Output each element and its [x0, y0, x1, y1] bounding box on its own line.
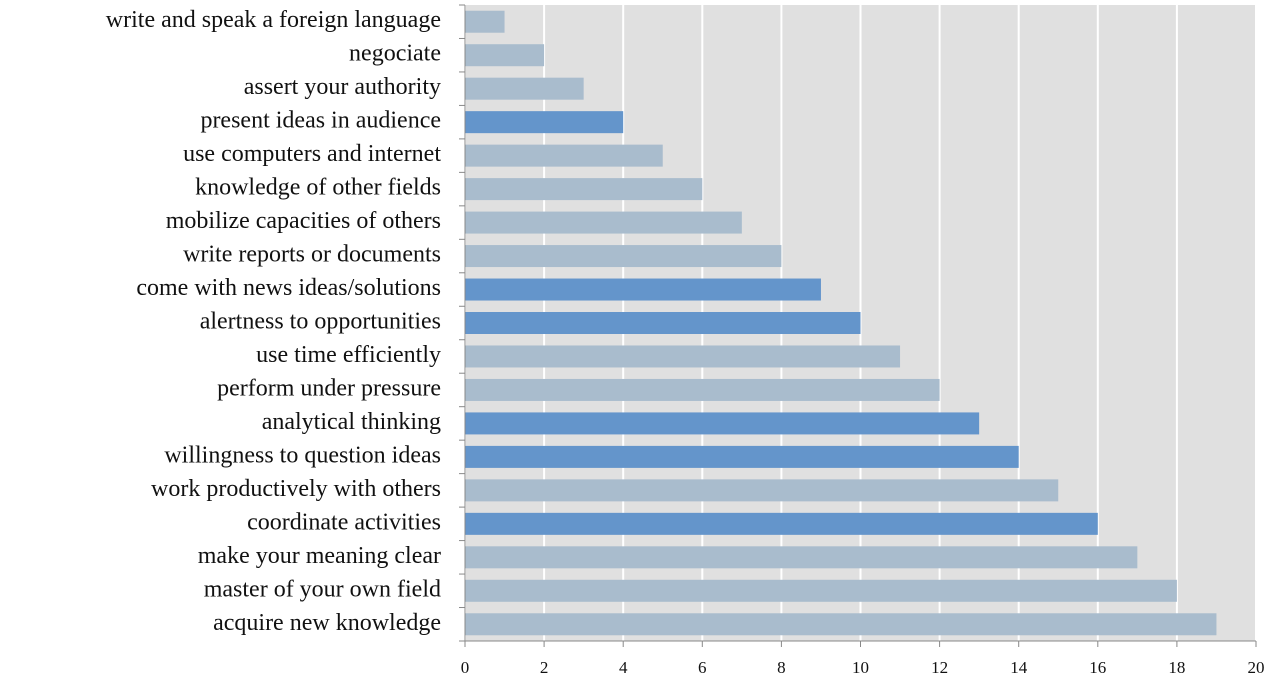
bar [465, 479, 1059, 502]
bar [465, 512, 1098, 535]
y-tick-label: assert your authority [244, 74, 441, 100]
bar [465, 546, 1138, 569]
y-tick-label: negociate [349, 41, 441, 67]
bar [465, 10, 505, 33]
bar [465, 211, 742, 234]
y-tick-label: use time efficiently [256, 342, 441, 368]
x-tick-label: 18 [1168, 658, 1185, 677]
x-tick-label: 20 [1248, 658, 1265, 677]
bar [465, 579, 1177, 602]
bar [465, 412, 980, 435]
bar [465, 77, 584, 100]
x-tick-label: 4 [619, 658, 628, 677]
y-tick-label: make your meaning clear [198, 543, 441, 569]
y-tick-label: work productively with others [151, 476, 441, 502]
bar [465, 144, 663, 167]
bar [465, 378, 940, 401]
y-tick-label: willingness to question ideas [164, 442, 441, 468]
y-tick-label: use computers and internet [183, 141, 441, 167]
x-tick-label: 10 [852, 658, 869, 677]
x-tick-label: 12 [931, 658, 948, 677]
y-tick-label: analytical thinking [262, 409, 441, 435]
y-tick-label: come with news ideas/solutions [136, 275, 441, 301]
x-tick-label: 6 [698, 658, 707, 677]
bar [465, 445, 1019, 468]
bar [465, 278, 821, 301]
bar [465, 44, 545, 67]
x-tick-label: 14 [1010, 658, 1028, 677]
x-tick-label: 0 [461, 658, 470, 677]
y-tick-label: mobilize capacities of others [166, 208, 441, 234]
y-tick-label: present ideas in audience [200, 108, 441, 134]
x-tick-label: 8 [777, 658, 786, 677]
bar [465, 178, 703, 201]
bar [465, 345, 901, 368]
bar [465, 111, 624, 134]
y-tick-label: perform under pressure [217, 375, 441, 401]
bar [465, 245, 782, 268]
y-tick-label: write and speak a foreign language [106, 7, 441, 33]
y-tick-label: knowledge of other fields [195, 175, 441, 201]
y-tick-label: alertness to opportunities [200, 309, 441, 335]
x-tick-label: 16 [1089, 658, 1106, 677]
y-tick-label: master of your own field [204, 576, 441, 602]
y-tick-label: acquire new knowledge [213, 610, 441, 636]
bar [465, 613, 1217, 636]
y-tick-label: coordinate activities [247, 509, 441, 535]
x-tick-label: 2 [540, 658, 549, 677]
bar [465, 312, 861, 334]
y-tick-label: write reports or documents [183, 242, 441, 268]
